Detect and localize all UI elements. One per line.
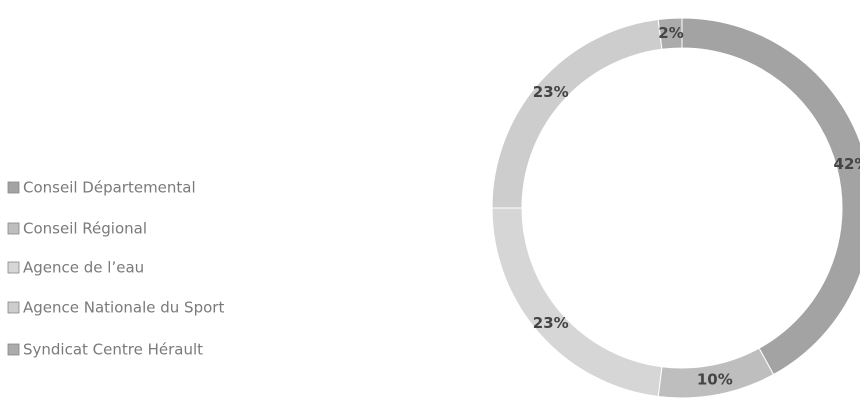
legend-label: Agence Nationale du Sport xyxy=(23,299,224,317)
donut-segment xyxy=(657,17,683,50)
legend-swatch xyxy=(7,181,20,194)
legend-swatch xyxy=(7,301,20,314)
data-label: 23% xyxy=(533,83,569,101)
data-label: 23% xyxy=(533,314,569,332)
donut-segment xyxy=(491,207,663,398)
legend-swatch xyxy=(7,222,20,235)
donut-segment xyxy=(491,18,663,209)
legend-label: Conseil Départemental xyxy=(23,179,196,197)
legend-swatch xyxy=(7,343,20,356)
donut-segment xyxy=(681,17,860,376)
data-label: 2% xyxy=(658,24,683,42)
data-label: 10% xyxy=(697,370,733,388)
data-label: 42% xyxy=(834,155,860,173)
legend-label: Syndicat Centre Hérault xyxy=(23,341,203,359)
legend-label: Agence de l’eau xyxy=(23,259,144,277)
legend-label: Conseil Régional xyxy=(23,220,147,238)
legend-swatch xyxy=(7,261,20,274)
